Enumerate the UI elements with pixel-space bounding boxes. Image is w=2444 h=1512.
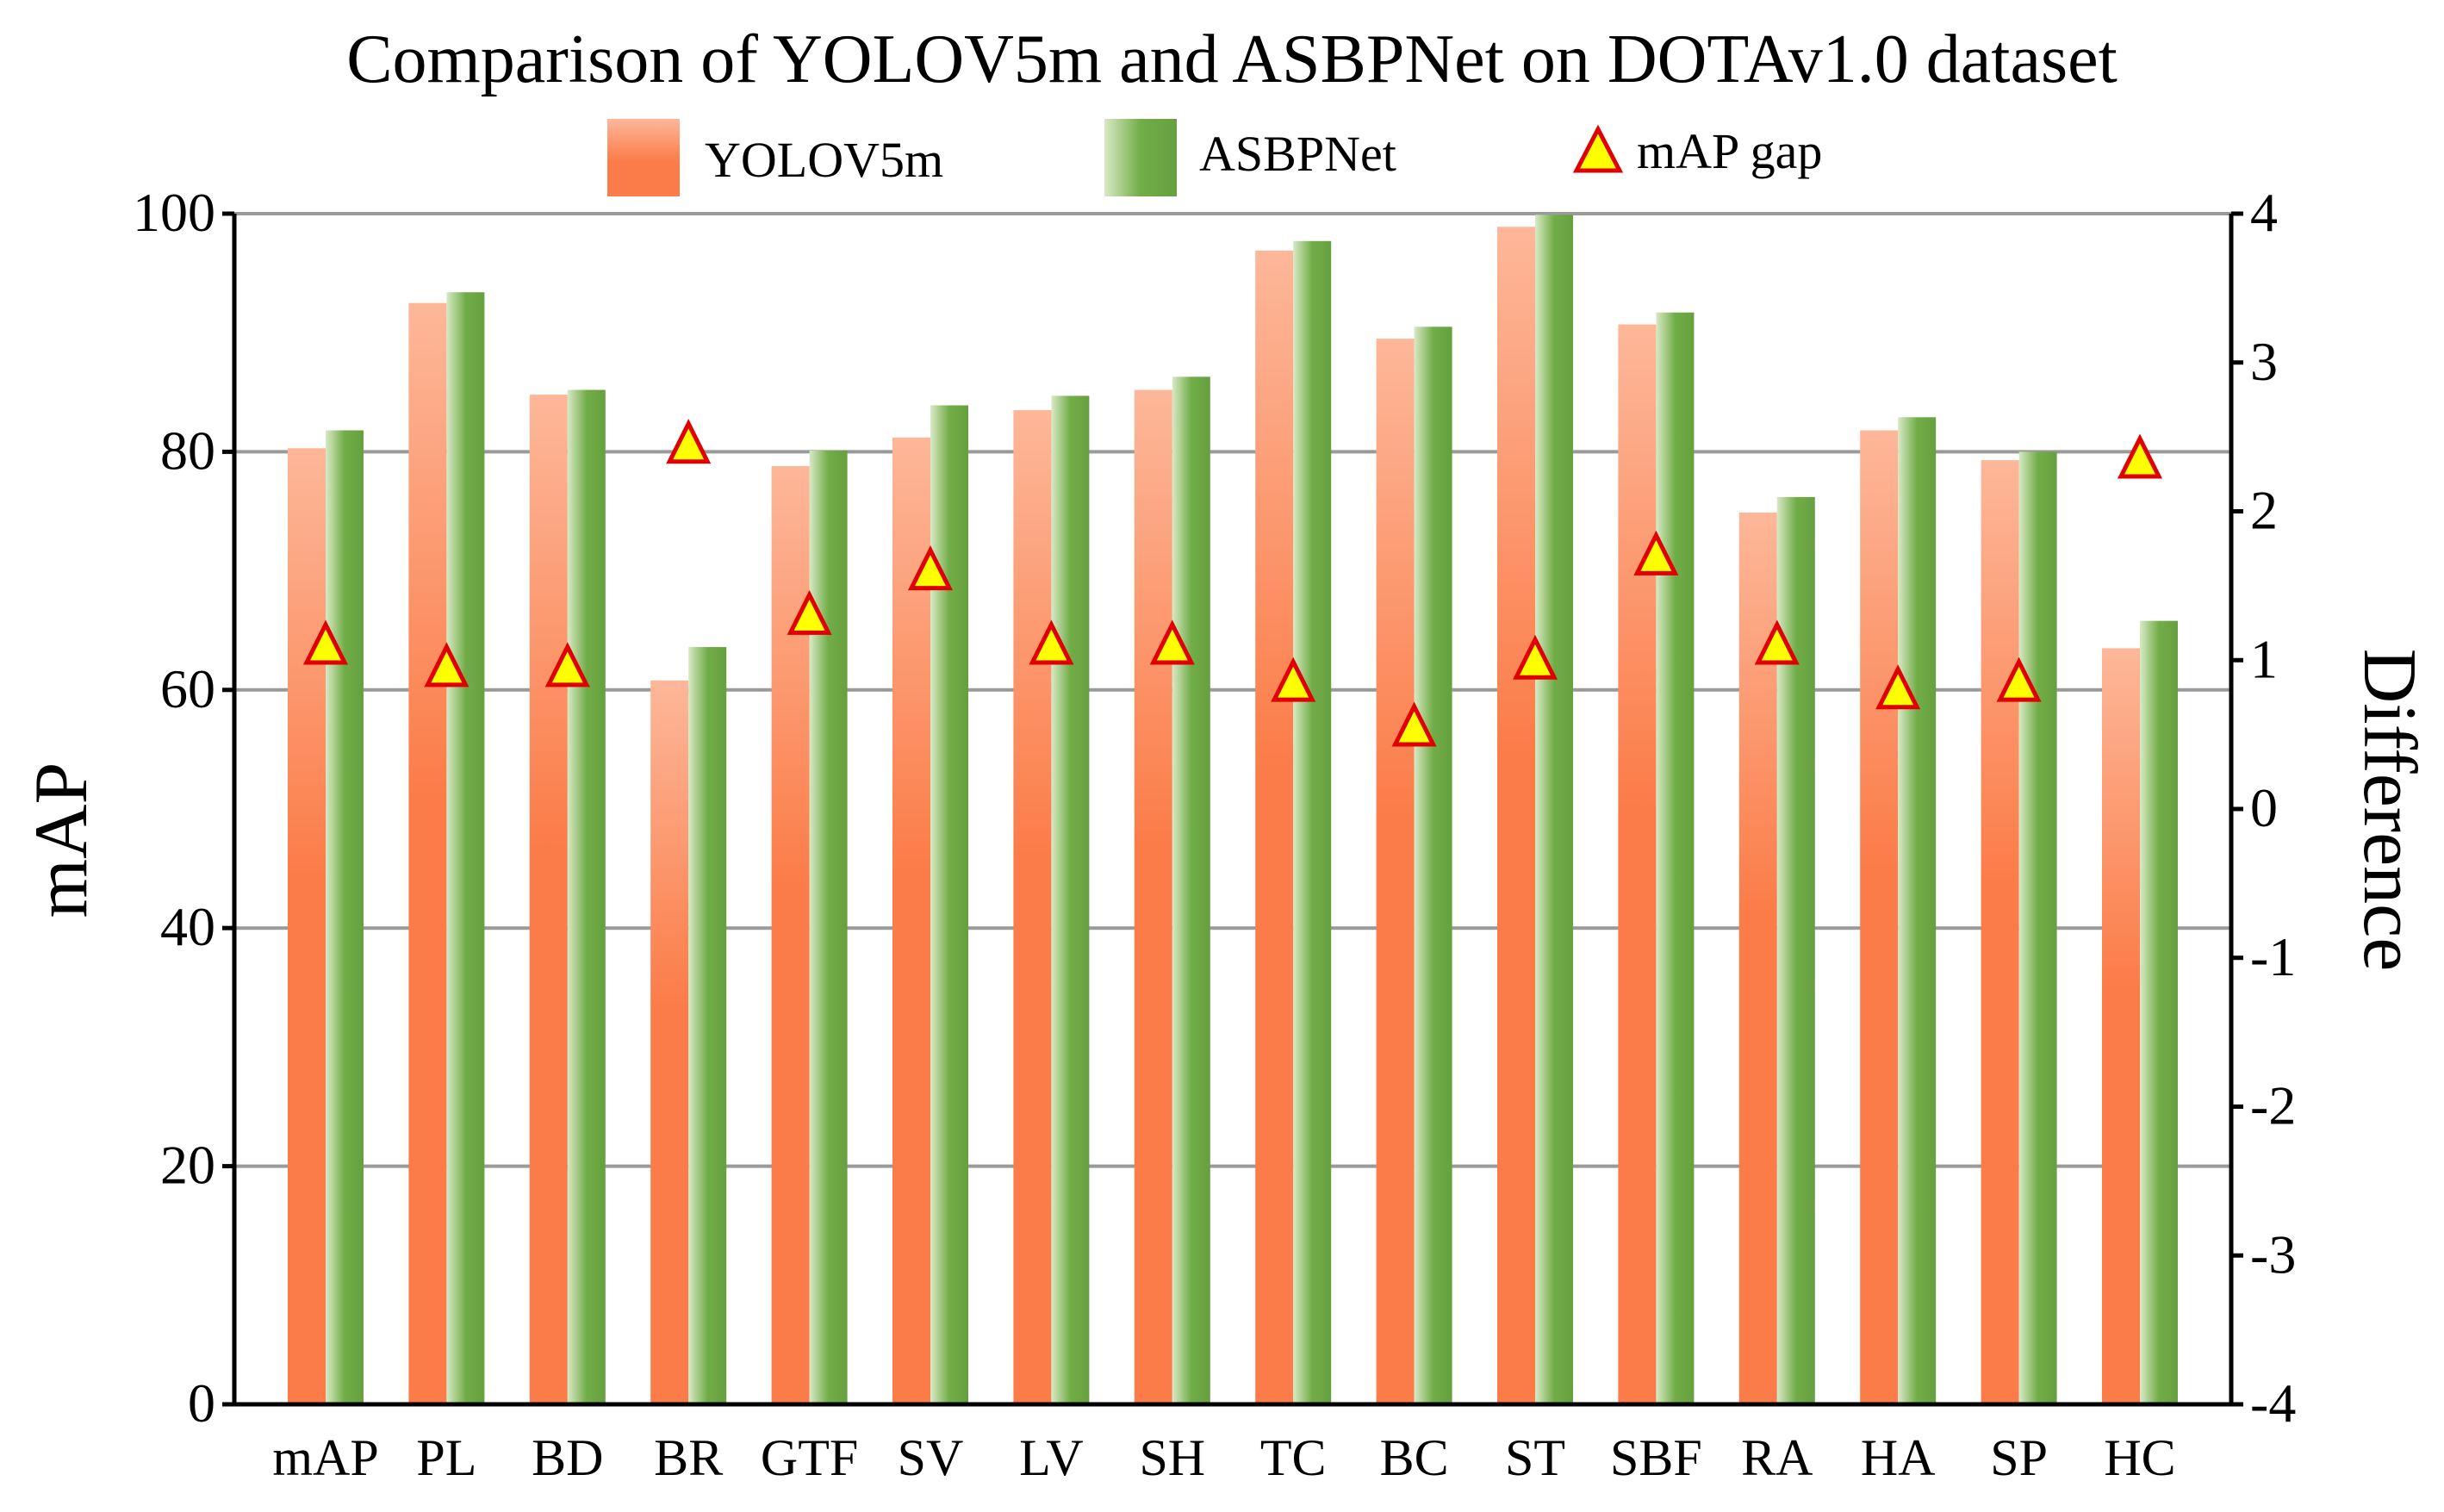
gap-marker-SH (1149, 619, 1195, 665)
category-label-SV: SV (898, 1429, 964, 1486)
tick-label-right: 0 (2250, 777, 2278, 838)
category-label-SP: SP (1990, 1429, 2048, 1486)
bar-asbpnet-SP (2018, 451, 2057, 1404)
bar-asbpnet-BC (1414, 327, 1452, 1404)
gap-marker-SP (1996, 656, 2042, 702)
gap-marker-GTF (787, 589, 832, 635)
tick-label-left: 100 (133, 182, 215, 243)
category-label-RA: RA (1741, 1429, 1813, 1486)
tick-label-right: 2 (2250, 480, 2278, 541)
bar-yolov5m-HA (1860, 430, 1899, 1405)
gap-marker-LV (1029, 619, 1074, 665)
legend-swatch-asbpnet (1104, 119, 1177, 196)
gap-marker-BR (666, 419, 712, 464)
bar-yolov5m-BD (529, 395, 568, 1405)
category-label-SBF: SBF (1610, 1429, 1702, 1486)
tick-label-left: 20 (160, 1135, 215, 1196)
category-label-SH: SH (1139, 1429, 1205, 1486)
gap-marker-mAP (302, 619, 349, 665)
legend-swatch-yolov5m (607, 119, 680, 196)
bar-yolov5m-SH (1134, 389, 1172, 1404)
legend-label-yolov5m: YOLOV5m (705, 132, 943, 188)
gap-marker-BD (544, 642, 590, 688)
gap-marker-HA (1875, 664, 1921, 710)
category-labels: mAP PL BD BR GTF SV LV SH TC BC ST SBF RA HA SP HC (272, 1429, 2175, 1486)
gap-markers (302, 419, 2163, 747)
bar-asbpnet-SH (1172, 376, 1210, 1405)
bar-yolov5m-SP (1981, 460, 2019, 1404)
bar-yolov5m-LV (1013, 410, 1052, 1404)
bar-asbpnet-LV (1051, 395, 1090, 1404)
tick-label-left: 40 (160, 896, 215, 957)
tick-label-right: 4 (2250, 182, 2278, 243)
legend-label-map-gap: mAP gap (1637, 123, 1822, 179)
category-label-BD: BD (532, 1429, 603, 1486)
bar-asbpnet-SBF (1656, 312, 1695, 1404)
category-label-GTF: GTF (761, 1429, 858, 1486)
bar-asbpnet-PL (446, 292, 485, 1404)
bar-asbpnet-BR (688, 647, 727, 1404)
gap-marker-SBF (1633, 530, 1679, 576)
bar-asbpnet-TC (1293, 240, 1332, 1404)
gap-marker-PL (424, 642, 470, 688)
bar-yolov5m-HC (2102, 648, 2140, 1404)
gap-marker-ST (1512, 634, 1558, 680)
tick-label-left: 80 (160, 420, 215, 481)
category-label-BC: BC (1380, 1429, 1449, 1486)
y-axis-label-right: Difference (2348, 649, 2431, 972)
tick-label-right: 3 (2250, 331, 2278, 392)
bar-yolov5m-BC (1376, 339, 1415, 1404)
legend-marker-map-gap (1572, 124, 1624, 173)
bar-yolov5m-SV (892, 437, 930, 1404)
bar-asbpnet-HA (1898, 417, 1937, 1404)
gap-marker-HC (2117, 433, 2163, 479)
category-label-mAP: mAP (272, 1429, 378, 1486)
tick-label-right: 1 (2250, 628, 2278, 689)
gap-marker-SV (907, 545, 954, 591)
category-label-BR: BR (654, 1429, 723, 1486)
bar-yolov5m-SBF (1618, 324, 1657, 1404)
bar-asbpnet-BD (567, 389, 606, 1404)
category-label-HA: HA (1861, 1429, 1936, 1486)
y-axis-label-left: mAP (20, 762, 103, 918)
bar-asbpnet-HC (2140, 620, 2178, 1404)
gap-marker-TC (1271, 656, 1316, 702)
bar-yolov5m-PL (408, 302, 447, 1404)
category-label-HC: HC (2104, 1429, 2175, 1486)
tick-label-right: -3 (2250, 1223, 2296, 1285)
bar-asbpnet-GTF (809, 451, 848, 1404)
tick-label-right: -1 (2250, 926, 2296, 987)
gap-marker-RA (1754, 619, 1800, 665)
legend: YOLOV5m ASBPNet mAP gap (607, 119, 1822, 196)
right-tick-labels: -4 -3 -2 -1 0 1 2 3 4 (2231, 182, 2296, 1434)
legend-label-asbpnet: ASBPNet (1199, 126, 1396, 182)
left-tick-labels: 0 20 40 60 80 100 (133, 182, 234, 1434)
tick-label-right: -4 (2250, 1372, 2296, 1434)
category-label-LV: LV (1019, 1429, 1083, 1486)
bar-asbpnet-mAP (326, 430, 364, 1405)
bar-yolov5m-mAP (288, 448, 326, 1404)
bar-asbpnet-SV (930, 405, 968, 1405)
category-label-ST: ST (1505, 1429, 1565, 1486)
tick-label-left: 0 (188, 1372, 215, 1434)
bar-asbpnet-ST (1535, 215, 1573, 1405)
chart-title: Comparison of YOLOV5m and ASBPNet on DOT… (346, 22, 2118, 97)
bars (288, 215, 2178, 1405)
category-label-TC: TC (1260, 1429, 1327, 1486)
tick-label-right: -2 (2250, 1075, 2296, 1136)
gap-marker-BC (1391, 701, 1437, 747)
bar-yolov5m-ST (1497, 227, 1535, 1404)
tick-label-left: 60 (160, 658, 215, 719)
bar-yolov5m-TC (1255, 250, 1294, 1404)
bar-yolov5m-BR (650, 680, 689, 1404)
category-label-PL: PL (416, 1429, 476, 1486)
